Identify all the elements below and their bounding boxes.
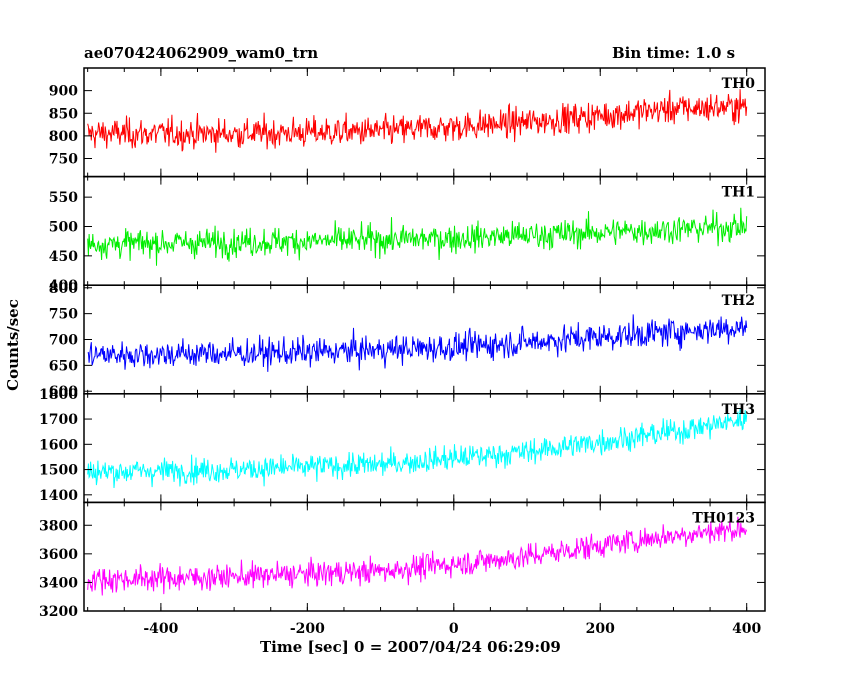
y-tick-label: 900 (49, 84, 78, 100)
y-tick-label: 1500 (39, 463, 78, 479)
series-label-th0123: TH0123 (692, 510, 755, 526)
y-tick-label: 750 (49, 307, 78, 323)
series-label-th2: TH2 (722, 293, 755, 309)
y-tick-label: 600 (49, 384, 78, 400)
y-tick-label: 1800 (39, 387, 78, 403)
y-tick-label: 3800 (39, 518, 78, 534)
series-label-th0: TH0 (722, 76, 756, 92)
chart-title: ae070424062909_wam0_trn (84, 44, 319, 62)
y-tick-label: 1600 (39, 437, 78, 453)
panel-th3: 1400 1500 1600 1700 1800 TH3 (39, 387, 766, 504)
x-tick-label: 200 (586, 621, 615, 637)
x-tick-label: 0 (449, 621, 459, 637)
panel-th0123: 3200 3400 3600 3800 TH0123 (39, 501, 766, 620)
panel-frame (83, 393, 766, 504)
y-tick-label: 400 (49, 278, 78, 294)
panel-frame (83, 501, 766, 612)
series-label-th1: TH1 (722, 185, 755, 201)
y-tick-label: 550 (49, 190, 78, 206)
y-tick-label: 800 (49, 129, 78, 145)
y-tick-label: 1400 (39, 488, 78, 504)
y-tick-label: 3600 (39, 547, 78, 563)
series-line-th2 (87, 314, 748, 372)
series-line-th0123 (87, 516, 748, 596)
panel-th0: 750 800 850 900 TH0 (49, 67, 766, 178)
y-tick-label: 1700 (39, 412, 78, 428)
x-tick-label: 400 (732, 621, 761, 637)
y-tick-label: 750 (49, 152, 78, 168)
bin-time-label: Bin time: 1.0 s (612, 44, 736, 62)
x-tick-label: -400 (143, 621, 178, 637)
y-tick-label: 850 (49, 106, 78, 122)
panel-th2: 600 650 700 750 800 TH2 (49, 281, 766, 400)
y-tick-label: 500 (49, 219, 78, 235)
series-label-th3: TH3 (722, 402, 755, 418)
series-line-th0 (87, 89, 748, 153)
panel-th1: 400 450 500 550 TH1 (49, 175, 766, 294)
y-tick-label: 450 (49, 249, 78, 265)
y-tick-label: 800 (49, 281, 78, 297)
y-tick-label: 3200 (39, 604, 78, 620)
panel-frame (83, 175, 766, 286)
y-tick-label: 700 (49, 333, 78, 349)
y-tick-label: 650 (49, 358, 78, 374)
x-axis-label: Time [sec] 0 = 2007/04/24 06:29:09 (260, 638, 561, 656)
y-axis-label: Counts/sec (4, 299, 22, 391)
x-tick-label: -200 (290, 621, 325, 637)
series-line-th1 (87, 207, 748, 266)
y-tick-label: 3400 (39, 575, 78, 591)
series-line-th3 (87, 408, 748, 489)
